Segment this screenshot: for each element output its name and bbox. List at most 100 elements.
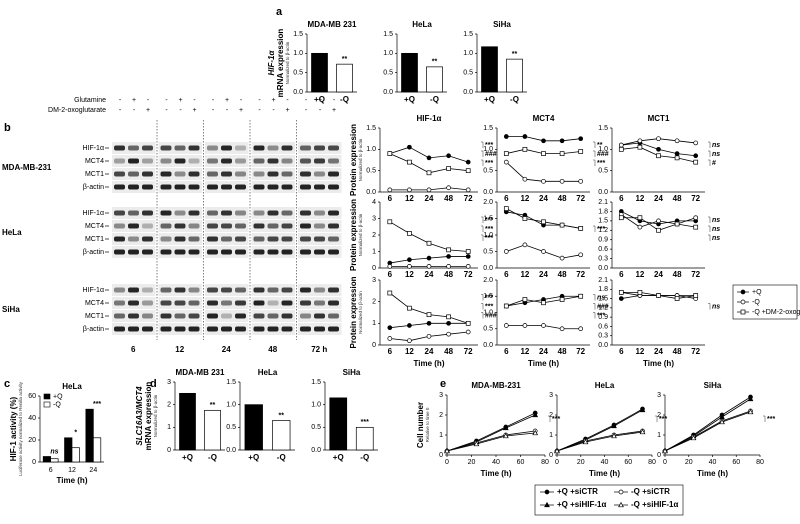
y-tick-label: 0.9 bbox=[598, 314, 608, 321]
blot-band bbox=[253, 210, 265, 216]
blot-band bbox=[221, 287, 232, 293]
x-axis-label: Time (h) bbox=[697, 469, 728, 478]
blot-band bbox=[174, 249, 186, 255]
marker bbox=[656, 227, 661, 233]
y-tick-label: 0.5 bbox=[311, 424, 321, 431]
marker bbox=[637, 290, 643, 295]
y-tick-label: 2 bbox=[549, 412, 553, 419]
blot-band bbox=[235, 184, 246, 190]
x-tick-label: 6 bbox=[388, 194, 393, 203]
marker bbox=[465, 249, 471, 254]
marker bbox=[740, 309, 746, 315]
blot-band bbox=[142, 158, 153, 164]
blot-band bbox=[160, 236, 172, 242]
treatment-sign: - bbox=[179, 107, 182, 114]
y-tick-label: 1 bbox=[167, 424, 171, 431]
blot-band bbox=[221, 158, 232, 164]
blot-band bbox=[174, 326, 186, 332]
treatment-sign: + bbox=[318, 97, 322, 104]
marker bbox=[407, 187, 412, 193]
marker bbox=[503, 249, 509, 254]
blot-band bbox=[253, 184, 265, 190]
y-tick-label: 1.0 bbox=[383, 50, 393, 57]
blot-band bbox=[207, 249, 218, 255]
blot-band bbox=[207, 313, 218, 319]
marker bbox=[503, 134, 509, 139]
y-tick-label: 0.0 bbox=[598, 342, 608, 349]
y-axis-note: Normalized to β-actin bbox=[285, 41, 290, 84]
marker bbox=[522, 176, 528, 182]
y-axis-label: HIF-1α bbox=[267, 49, 276, 75]
x-tick-label: 6 bbox=[504, 194, 509, 203]
x-tick-label: +Q bbox=[404, 95, 415, 104]
y-tick-label: 1.0 bbox=[483, 232, 493, 239]
bar bbox=[311, 52, 328, 93]
marker bbox=[637, 224, 643, 230]
series-line bbox=[556, 408, 643, 452]
blot-band bbox=[314, 210, 325, 216]
annotation: *** bbox=[485, 226, 493, 233]
blot-band bbox=[207, 287, 218, 293]
y-axis-note: Normalized to β-actin bbox=[358, 213, 363, 256]
blot-band bbox=[328, 249, 339, 255]
panel-label: a bbox=[276, 6, 283, 18]
blot-band bbox=[235, 236, 246, 242]
blot-band bbox=[174, 158, 186, 164]
marker bbox=[407, 264, 412, 269]
y-tick-label: 0.5 bbox=[383, 70, 393, 77]
protein-label: β-actin bbox=[83, 184, 104, 191]
blot-band bbox=[267, 300, 279, 306]
chart-title: SiHa bbox=[493, 20, 511, 29]
blot-band bbox=[160, 223, 172, 229]
blot-band bbox=[267, 326, 279, 332]
treatment-label: Glutamine bbox=[74, 97, 106, 104]
y-tick-label: 1.5 bbox=[293, 31, 303, 38]
series-line bbox=[664, 396, 751, 452]
y-axis-label: Protein expression bbox=[349, 124, 358, 196]
blot-band bbox=[267, 171, 279, 177]
marker bbox=[740, 289, 746, 295]
y-tick-label: 0.0 bbox=[383, 89, 393, 96]
x-tick-label: 0 bbox=[445, 459, 449, 466]
marker bbox=[637, 138, 643, 144]
chart-title: HIF-1α bbox=[417, 114, 442, 123]
y-tick-label: 2.0 bbox=[483, 277, 493, 284]
marker bbox=[532, 429, 539, 436]
annotation: *** bbox=[485, 235, 493, 242]
blot-band bbox=[188, 145, 200, 151]
marker bbox=[674, 155, 680, 161]
marker bbox=[407, 257, 412, 263]
series-line bbox=[664, 410, 751, 452]
x-tick-label: 6 bbox=[388, 347, 393, 356]
marker bbox=[559, 178, 565, 184]
x-tick-label: 72 bbox=[691, 270, 700, 279]
y-tick-label: 3 bbox=[372, 215, 376, 222]
y-tick-label: 0.5 bbox=[463, 70, 473, 77]
marker bbox=[693, 159, 699, 165]
x-tick-label: 24 bbox=[89, 467, 97, 474]
marker bbox=[426, 320, 432, 326]
x-tick-label: 72 bbox=[464, 270, 473, 279]
blot-band bbox=[300, 313, 311, 319]
blot-band bbox=[328, 313, 339, 319]
y-tick-label: 1.8 bbox=[598, 286, 608, 293]
x-tick-label: 12 bbox=[405, 347, 414, 356]
y-tick-label: 1.0 bbox=[463, 50, 473, 57]
x-tick-label: 6 bbox=[619, 270, 624, 279]
blot-band bbox=[128, 236, 139, 242]
marker bbox=[693, 215, 699, 221]
blot-strip bbox=[158, 207, 202, 219]
legend-label: +Q bbox=[53, 393, 63, 400]
treatment-sign: - bbox=[240, 97, 243, 104]
y-tick-label: 0.5 bbox=[483, 168, 493, 175]
annotation: ### bbox=[485, 151, 497, 158]
blot-strip bbox=[298, 207, 342, 219]
marker bbox=[387, 336, 393, 341]
blot-band bbox=[253, 171, 265, 177]
x-tick-label: 40 bbox=[601, 459, 609, 466]
y-tick-label: 3 bbox=[439, 392, 443, 399]
blot-band bbox=[328, 158, 339, 164]
chart-title: MDA-MB-231 bbox=[471, 381, 521, 390]
annotation: *** bbox=[93, 401, 101, 408]
